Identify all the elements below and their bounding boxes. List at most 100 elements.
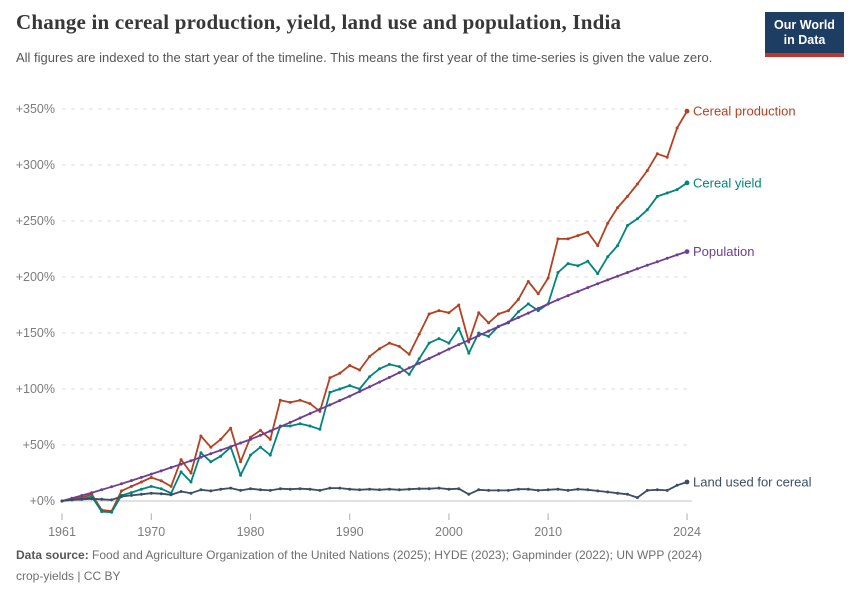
owid-logo[interactable]: Our World in Data xyxy=(765,12,844,57)
data-point xyxy=(258,445,262,449)
data-point xyxy=(110,498,114,502)
data-point xyxy=(536,309,540,313)
data-point xyxy=(684,108,690,114)
data-point xyxy=(437,352,441,356)
data-point xyxy=(100,497,104,501)
data-point xyxy=(566,294,570,298)
data-source-text: Food and Agriculture Organization of the… xyxy=(88,548,703,562)
data-point xyxy=(268,488,272,492)
data-point xyxy=(80,497,84,501)
data-point xyxy=(288,400,292,404)
data-point xyxy=(129,484,133,488)
y-axis-tick-label: +0% xyxy=(30,494,55,508)
data-point xyxy=(387,341,391,345)
data-point xyxy=(497,325,500,329)
data-point xyxy=(397,488,401,492)
data-point xyxy=(437,337,441,341)
data-point xyxy=(209,460,213,464)
data-point xyxy=(129,491,133,495)
y-axis-tick-label: +350% xyxy=(16,102,55,116)
data-point xyxy=(249,453,252,457)
data-point xyxy=(675,188,679,192)
data-point xyxy=(368,355,372,358)
data-point xyxy=(655,152,659,156)
data-point xyxy=(457,343,461,347)
data-point xyxy=(179,470,183,474)
data-point xyxy=(199,451,203,455)
x-axis-tick-label: 2010 xyxy=(534,525,562,539)
data-point xyxy=(536,307,540,310)
data-point xyxy=(358,390,362,393)
data-point xyxy=(516,487,520,491)
data-point xyxy=(268,453,272,457)
data-point xyxy=(675,126,679,130)
data-point xyxy=(397,371,401,375)
data-source-line: Data source: Food and Agriculture Organi… xyxy=(16,545,836,566)
data-point xyxy=(338,486,342,490)
data-point xyxy=(606,221,610,225)
data-point xyxy=(258,488,262,492)
data-point xyxy=(139,475,143,479)
series-cereal-production: Cereal production xyxy=(60,104,796,513)
data-point xyxy=(566,488,570,492)
data-point xyxy=(199,434,203,438)
data-point xyxy=(526,487,530,491)
data-point xyxy=(70,498,74,502)
owid-logo-line1: Our World xyxy=(774,18,835,32)
data-point xyxy=(447,487,451,491)
data-point xyxy=(427,312,431,316)
y-axis-tick-label: +100% xyxy=(16,382,55,396)
data-point xyxy=(318,427,322,431)
data-point xyxy=(616,274,620,278)
data-point xyxy=(189,480,193,484)
data-point xyxy=(546,276,550,280)
data-point xyxy=(487,329,491,333)
data-point xyxy=(308,487,312,491)
data-point xyxy=(159,469,163,473)
data-point xyxy=(516,310,520,314)
data-point xyxy=(278,425,282,429)
data-point xyxy=(219,454,223,458)
data-point xyxy=(387,362,391,366)
data-point xyxy=(179,462,183,466)
data-point xyxy=(139,492,143,496)
data-point xyxy=(457,487,461,491)
data-point xyxy=(169,493,173,497)
data-point xyxy=(417,332,421,336)
data-point xyxy=(467,492,471,496)
data-point xyxy=(129,493,133,497)
data-point xyxy=(219,487,223,491)
data-point xyxy=(139,480,143,484)
data-point xyxy=(120,495,123,498)
data-point xyxy=(298,422,302,426)
data-point xyxy=(417,361,421,365)
data-point xyxy=(378,380,381,384)
data-point xyxy=(149,491,153,495)
data-point xyxy=(149,484,153,488)
data-point xyxy=(358,387,362,391)
data-point xyxy=(328,403,332,407)
data-point xyxy=(209,489,213,493)
x-axis-tick-label: 2024 xyxy=(673,525,701,539)
data-point xyxy=(308,424,312,428)
data-point xyxy=(288,424,292,428)
x-axis-tick-label: 1970 xyxy=(137,525,165,539)
data-point xyxy=(239,460,243,464)
data-point xyxy=(90,495,94,498)
data-point xyxy=(368,375,372,379)
data-point xyxy=(526,280,530,283)
data-point xyxy=(348,487,352,491)
data-point xyxy=(249,487,252,491)
data-point xyxy=(645,488,649,492)
data-point xyxy=(447,311,451,315)
data-point xyxy=(308,402,312,406)
data-point xyxy=(556,298,560,302)
data-point xyxy=(298,416,302,420)
x-axis-tick-label: 1980 xyxy=(237,525,265,539)
data-point xyxy=(120,489,123,493)
y-axis-tick-label: +50% xyxy=(23,438,55,452)
data-point xyxy=(516,297,520,301)
data-point xyxy=(606,255,610,259)
data-point xyxy=(606,490,610,494)
data-point xyxy=(110,485,114,489)
